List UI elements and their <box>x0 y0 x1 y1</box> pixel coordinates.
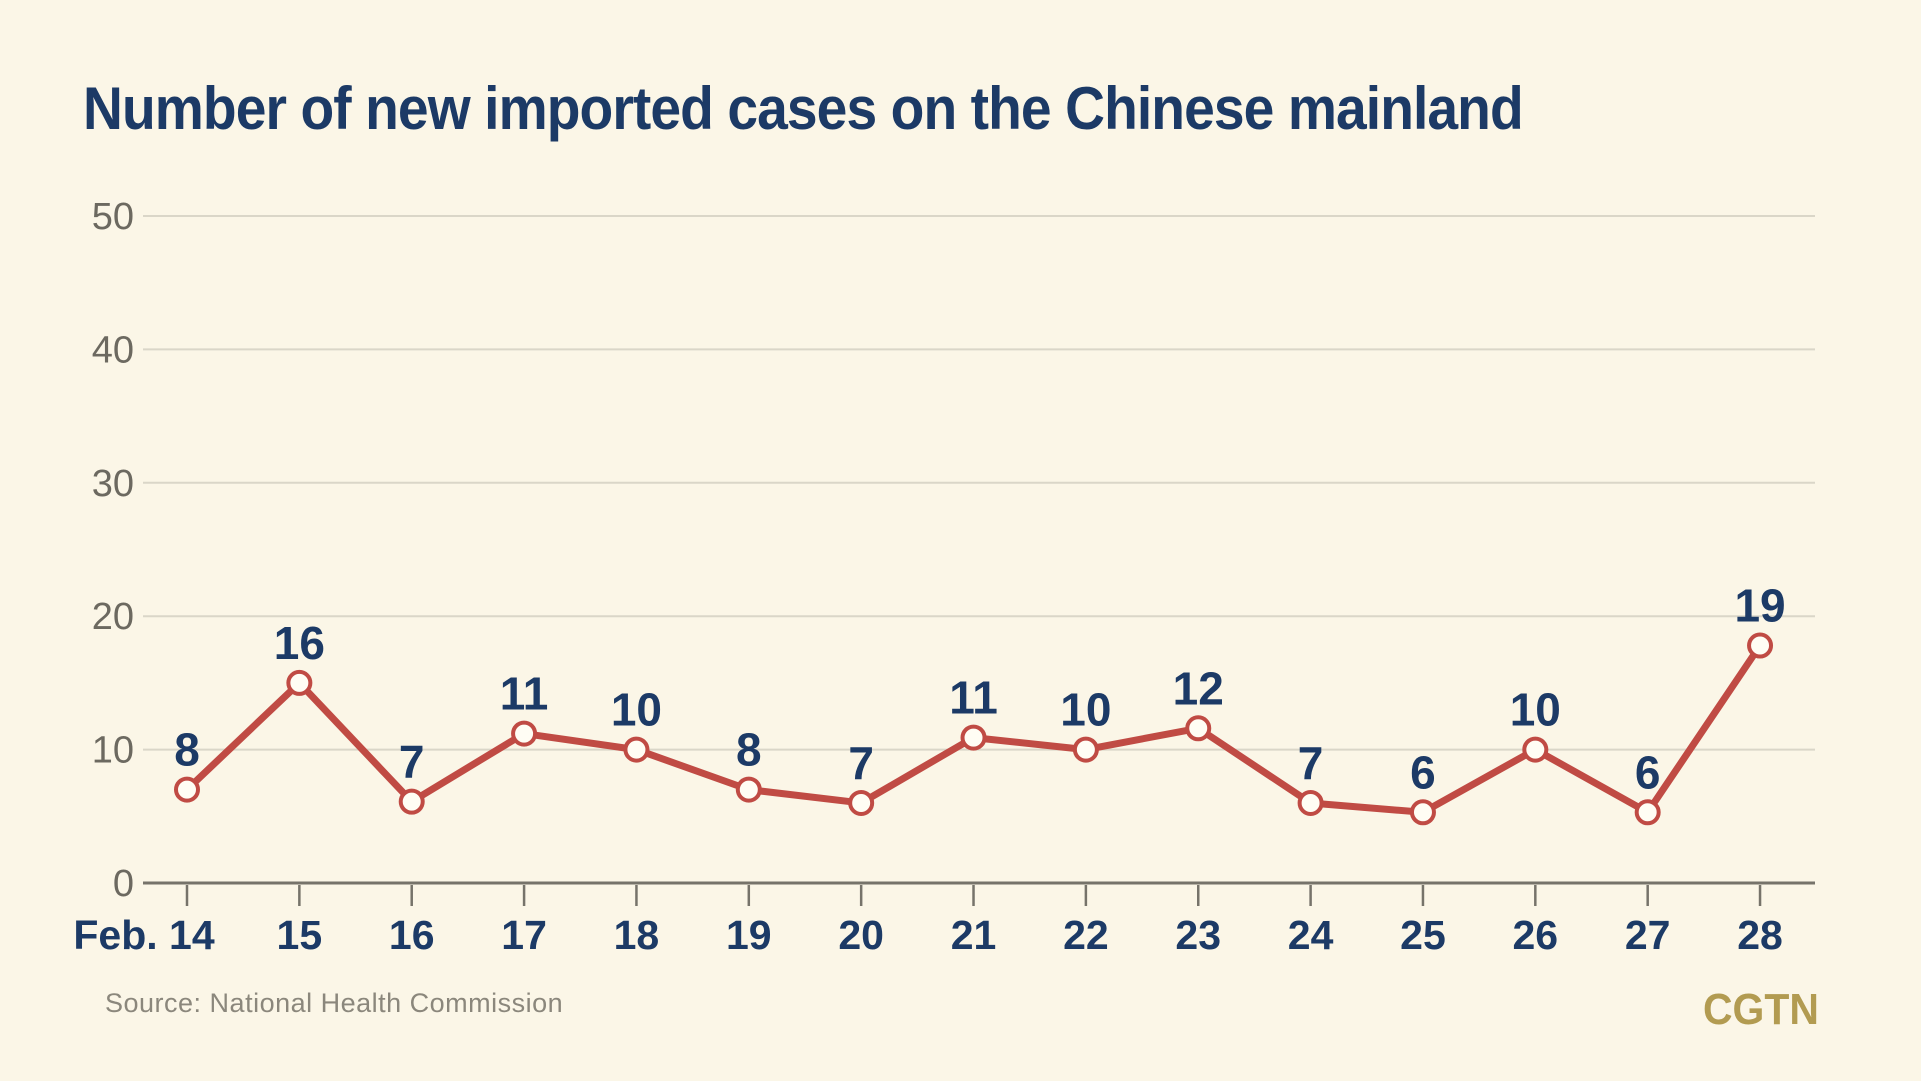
x-axis-tick-label: 26 <box>1513 912 1559 958</box>
data-point-label: 6 <box>1410 746 1436 798</box>
x-axis-tick-label: 21 <box>951 912 997 958</box>
data-point-marker <box>511 720 538 747</box>
data-point-label: 7 <box>848 737 874 789</box>
data-point-label: 12 <box>1173 662 1224 714</box>
data-point-label: 7 <box>1298 737 1324 789</box>
data-point-label: 16 <box>274 617 325 669</box>
data-point-marker <box>1185 715 1212 742</box>
x-axis-tick-label: 20 <box>838 912 884 958</box>
x-axis-tick-label: 23 <box>1175 912 1221 958</box>
data-point-marker <box>398 788 425 815</box>
cgtn-logo: CGTN <box>1703 985 1819 1034</box>
x-axis-tick-label: 18 <box>614 912 660 958</box>
chart-title: Number of new imported cases on the Chin… <box>83 75 1524 142</box>
data-point-label: 19 <box>1734 580 1785 632</box>
data-point-marker <box>1409 799 1436 826</box>
x-axis-tick-label: 17 <box>501 912 547 958</box>
y-axis-tick-label: 0 <box>113 863 134 905</box>
data-point-label: 11 <box>949 672 998 724</box>
x-axis-tick-label: 22 <box>1063 912 1109 958</box>
y-axis-tick-label: 20 <box>92 596 134 638</box>
data-point-marker <box>1072 736 1099 763</box>
data-point-marker <box>1522 736 1549 763</box>
y-axis-tick-label: 10 <box>92 730 134 772</box>
x-axis-tick-label: 15 <box>277 912 323 958</box>
y-axis-tick-label: 40 <box>92 329 134 371</box>
x-axis-tick-label: 25 <box>1400 912 1446 958</box>
source-note: Source: National Health Commission <box>105 988 564 1018</box>
x-axis-tick-label: 27 <box>1625 912 1671 958</box>
data-point-label: 6 <box>1635 746 1661 798</box>
data-point-label: 7 <box>399 736 425 788</box>
x-axis-tick-label: 24 <box>1288 912 1334 958</box>
x-axis-tick-label: 16 <box>389 912 435 958</box>
data-point-label: 8 <box>174 724 200 776</box>
data-point-marker <box>1634 799 1661 826</box>
data-point-marker <box>1297 789 1324 816</box>
x-axis-tick-label: 19 <box>726 912 772 958</box>
data-point-label: 10 <box>1510 684 1561 736</box>
x-axis-tick-label: Feb. 14 <box>73 912 214 958</box>
data-point-label: 10 <box>1060 684 1111 736</box>
data-point-label: 11 <box>500 668 549 720</box>
data-point-marker <box>174 776 200 803</box>
data-point-marker <box>960 724 987 751</box>
y-axis-tick-label: 30 <box>92 463 134 505</box>
data-point-label: 10 <box>611 684 662 736</box>
data-point-marker <box>735 776 762 803</box>
data-point-marker <box>623 736 650 763</box>
data-point-marker <box>286 669 313 696</box>
y-axis-tick-label: 50 <box>92 196 134 238</box>
x-axis-tick-label: 28 <box>1737 912 1783 958</box>
data-point-marker <box>848 789 875 816</box>
data-point-label: 8 <box>736 724 762 776</box>
data-point-marker <box>1747 632 1774 659</box>
